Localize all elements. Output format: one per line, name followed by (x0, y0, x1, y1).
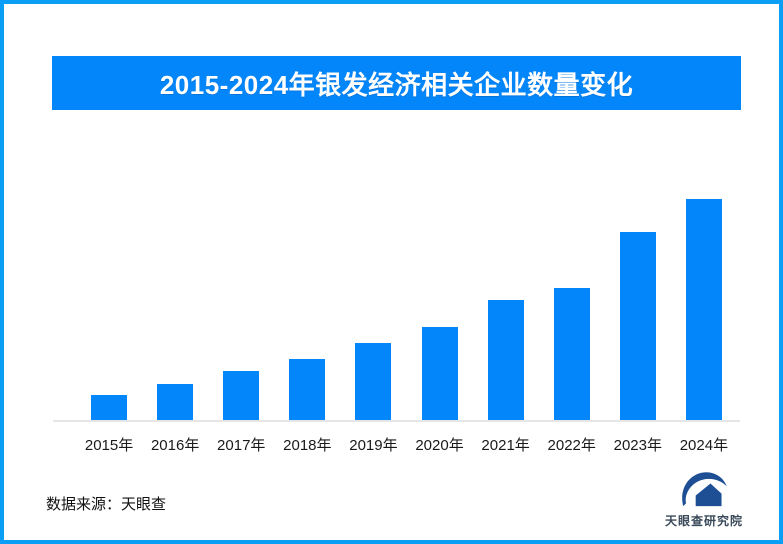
bar-2018年 (289, 359, 326, 421)
bar-2023年 (619, 232, 656, 421)
bar-2017年 (223, 371, 260, 421)
x-axis-label: 2024年 (679, 437, 729, 454)
bar-slot (208, 199, 274, 421)
x-axis-label: 2021年 (481, 437, 530, 454)
bar-2019年 (355, 343, 392, 421)
bar-2021年 (487, 300, 524, 421)
bar-2024年 (685, 199, 722, 421)
bar-slot (473, 199, 539, 421)
x-axis-labels: 2015年 2016年 2017年 2018年 2019年 2020年 2021年 2022年… (76, 434, 737, 455)
bar-slot (406, 199, 472, 421)
bar-slot (142, 199, 208, 421)
x-axis-line (53, 420, 740, 422)
tianyancha-logo-icon (682, 472, 727, 507)
tianyancha-research-logo: 天眼查研究院 (660, 470, 748, 529)
data-source-label: 数据来源：天眼查 (46, 496, 167, 513)
chart-title: 2015-2024年银发经济相关企业数量变化 (159, 69, 634, 100)
bar-slot (340, 199, 406, 421)
bar-slot (274, 199, 340, 421)
x-axis-label: 2023年 (613, 437, 662, 454)
x-axis-label: 2022年 (547, 437, 596, 454)
x-axis-label: 2017年 (217, 437, 266, 454)
bar-2015年 (91, 395, 128, 421)
bar-2016年 (157, 384, 194, 421)
bar-slot (539, 199, 605, 421)
x-axis-label: 2018年 (283, 437, 332, 454)
bar-2020年 (421, 327, 458, 421)
bar-chart (76, 199, 737, 421)
x-axis-label: 2015年 (84, 437, 134, 454)
bar-slot (671, 199, 737, 421)
bar-2022年 (553, 288, 590, 421)
chart-title-banner: 2015-2024年银发经济相关企业数量变化 (52, 56, 741, 110)
x-axis-label: 2016年 (150, 437, 200, 454)
logo-text: 天眼查研究院 (664, 514, 743, 528)
x-axis-label: 2020年 (415, 437, 464, 454)
x-axis-label: 2019年 (349, 437, 398, 454)
bar-slot (76, 199, 142, 421)
bar-slot (605, 199, 671, 421)
